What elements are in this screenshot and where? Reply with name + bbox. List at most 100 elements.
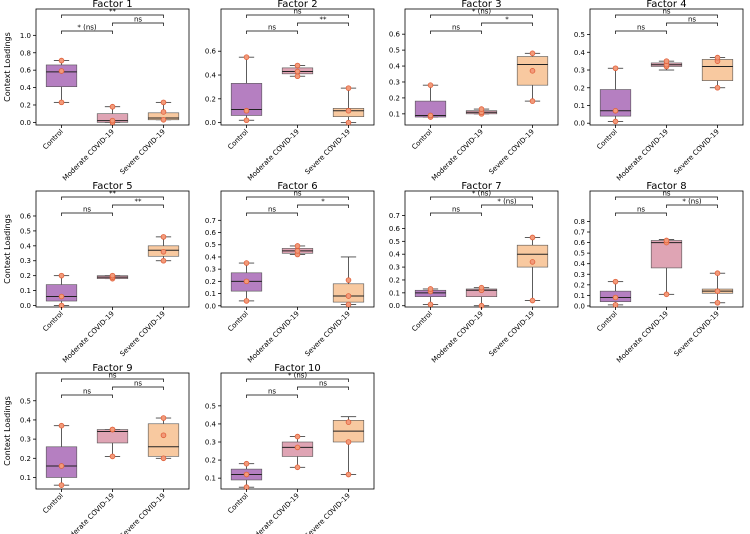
y-tick-label: 0.1 — [20, 287, 31, 295]
y-tick-label: 0.2 — [205, 457, 216, 465]
significance-bracket — [615, 30, 667, 34]
y-axis-label: Context Loadings — [3, 396, 12, 466]
y-tick-label: 0.3 — [20, 436, 31, 444]
box-1 — [230, 260, 263, 304]
y-tick-label: 0.4 — [389, 63, 401, 71]
significance-label: ns — [662, 8, 670, 16]
y-tick-label: 0.4 — [574, 260, 586, 268]
data-point — [109, 453, 116, 460]
y-tick-label: 0.6 — [20, 212, 32, 220]
box-3 — [701, 270, 734, 306]
x-tick-label: Severe COVID-19 — [119, 310, 167, 358]
data-point — [160, 109, 167, 115]
data-point — [714, 299, 721, 306]
box-1 — [599, 65, 632, 125]
data-point — [529, 50, 536, 57]
significance-bracket — [246, 394, 298, 398]
y-tick-label: 0.5 — [389, 238, 400, 246]
y-tick-label: 0.4 — [574, 49, 586, 57]
box-2 — [281, 433, 314, 471]
significance-label: ns — [268, 388, 276, 396]
x-tick-label: Severe COVID-19 — [488, 310, 536, 358]
data-point — [294, 243, 301, 249]
y-axis-label: Context Loadings — [3, 32, 12, 102]
x-tick-label: Control — [41, 492, 65, 516]
y-tick-label: 0.3 — [574, 67, 585, 75]
data-point — [345, 419, 352, 425]
data-point — [160, 234, 167, 240]
data-point — [160, 116, 167, 123]
box-3 — [516, 234, 549, 304]
significance-bracket — [61, 378, 164, 382]
y-tick-label: 0.1 — [205, 475, 216, 483]
data-point — [58, 482, 65, 488]
data-point — [109, 272, 116, 279]
significance-label: * — [505, 16, 509, 24]
y-tick-label: 0.6 — [574, 239, 586, 247]
box-1 — [414, 286, 447, 308]
chart-title: Factor 10 — [274, 363, 321, 374]
chart-title: Factor 4 — [646, 0, 686, 10]
data-point — [109, 426, 116, 433]
significance-label: ns — [108, 372, 116, 380]
data-point — [714, 54, 721, 61]
significance-label: ** — [109, 8, 117, 16]
chart-title: Factor 1 — [92, 0, 132, 10]
data-point — [612, 302, 619, 308]
significance-label: * — [321, 198, 325, 206]
y-tick-label: 0.7 — [574, 229, 585, 237]
data-point — [294, 464, 301, 471]
data-point — [345, 471, 352, 478]
data-point — [243, 54, 250, 60]
y-tick-label: 0.2 — [389, 94, 400, 102]
x-tick-label: Moderate COVID-19 — [61, 310, 116, 365]
x-tick-label: Moderate COVID-19 — [246, 310, 301, 365]
data-point — [529, 68, 536, 74]
data-point — [427, 301, 434, 308]
data-point — [58, 293, 65, 300]
data-point — [160, 455, 167, 462]
significance-label: * (ns) — [472, 8, 492, 16]
data-point — [345, 293, 352, 299]
y-tick-label: 0.0 — [20, 119, 31, 127]
significance-bracket — [61, 30, 113, 34]
x-tick-label: Control — [41, 310, 65, 334]
chart-panel-4: Factor 4 0.0 0.1 0.2 0.3 0.4 0.5 ns ns ns ControlM… — [574, 0, 744, 183]
y-tick-label: 0.0 — [574, 120, 585, 128]
y-tick-label: 0.5 — [574, 31, 585, 39]
data-point — [109, 103, 116, 110]
x-tick-label: Moderate COVID-19 — [246, 128, 301, 183]
significance-label: ns — [688, 16, 696, 24]
significance-bracket — [481, 22, 533, 26]
data-point — [427, 112, 434, 119]
box-body — [516, 244, 549, 268]
y-tick-label: 0.4 — [389, 251, 401, 259]
y-tick-label: 0.0 — [205, 119, 216, 127]
significance-bracket — [246, 378, 349, 382]
y-tick-label: 0.2 — [20, 101, 31, 109]
x-tick-label: Control — [41, 128, 65, 152]
y-tick-label: 0.4 — [20, 84, 32, 92]
data-point — [160, 415, 167, 421]
significance-label: ns — [662, 190, 670, 198]
chart-panel-8: Factor 8 0.0 0.1 0.2 0.3 0.4 0.5 0.6 0.7 0.8 ns * (… — [574, 181, 744, 365]
y-tick-label: 0.1 — [20, 474, 31, 482]
chart-panel-9: Factor 9 0.1 0.2 0.3 0.4 0.5 Context Loadings n… — [3, 363, 190, 534]
significance-label: ns — [293, 8, 301, 16]
y-tick-label: 0.5 — [574, 250, 585, 258]
chart-panel-3: Factor 3 0.1 0.2 0.3 0.4 0.5 0.6 ns * * (ns) Contr… — [389, 0, 559, 183]
chart-title: Factor 5 — [92, 181, 132, 192]
x-tick-label: Severe COVID-19 — [488, 128, 536, 176]
significance-label: ** — [134, 198, 142, 206]
y-tick-label: 0.3 — [205, 439, 216, 447]
significance-label: ** — [319, 16, 327, 24]
box-2 — [96, 103, 129, 126]
data-point — [243, 298, 250, 304]
data-point — [345, 85, 352, 91]
data-point — [294, 248, 301, 254]
y-tick-label: 0.1 — [574, 292, 585, 300]
data-point — [294, 68, 301, 75]
significance-label: ns — [83, 206, 91, 214]
x-tick-label: Severe COVID-19 — [119, 128, 167, 176]
